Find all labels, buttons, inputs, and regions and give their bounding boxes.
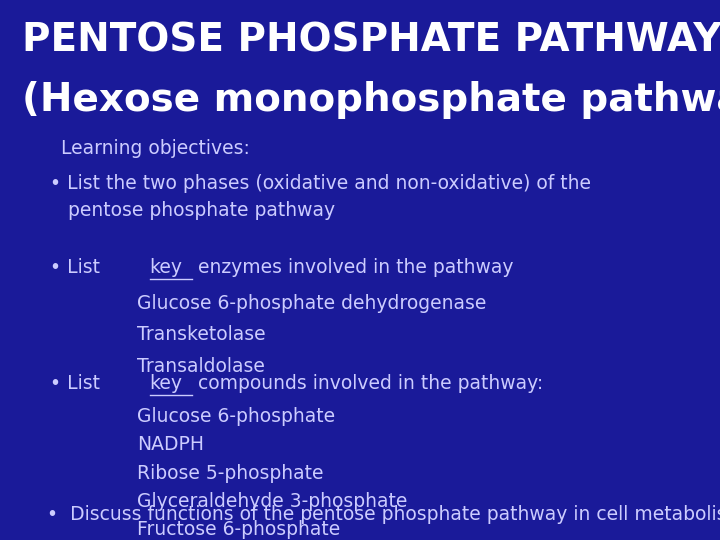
Text: Glyceraldehyde 3-phosphate: Glyceraldehyde 3-phosphate <box>137 491 408 511</box>
Text: Ribose 5-phosphate: Ribose 5-phosphate <box>137 463 323 483</box>
Text: enzymes involved in the pathway: enzymes involved in the pathway <box>192 258 513 277</box>
Text: key: key <box>150 258 183 277</box>
Text: •  Discuss functions of the pentose phosphate pathway in cell metabolism: • Discuss functions of the pentose phosp… <box>47 504 720 524</box>
Text: • List: • List <box>50 258 107 277</box>
Text: Glucose 6-phosphate: Glucose 6-phosphate <box>137 407 335 427</box>
Text: Transaldolase: Transaldolase <box>137 356 265 376</box>
Text: NADPH: NADPH <box>137 435 204 455</box>
Text: (Hexose monophosphate pathway): (Hexose monophosphate pathway) <box>22 81 720 119</box>
Text: Transketolase: Transketolase <box>137 325 266 345</box>
Text: PENTOSE PHOSPHATE PATHWAY: PENTOSE PHOSPHATE PATHWAY <box>22 22 720 59</box>
Text: Glucose 6-phosphate dehydrogenase: Glucose 6-phosphate dehydrogenase <box>137 294 486 313</box>
Text: Learning objectives:: Learning objectives: <box>61 139 250 158</box>
Text: Fructose 6-phosphate: Fructose 6-phosphate <box>137 519 340 539</box>
Text: • List the two phases (oxidative and non-oxidative) of the
   pentose phosphate : • List the two phases (oxidative and non… <box>50 174 591 220</box>
Text: key: key <box>150 374 183 393</box>
Text: • List: • List <box>50 374 107 393</box>
Text: compounds involved in the pathway:: compounds involved in the pathway: <box>192 374 544 393</box>
